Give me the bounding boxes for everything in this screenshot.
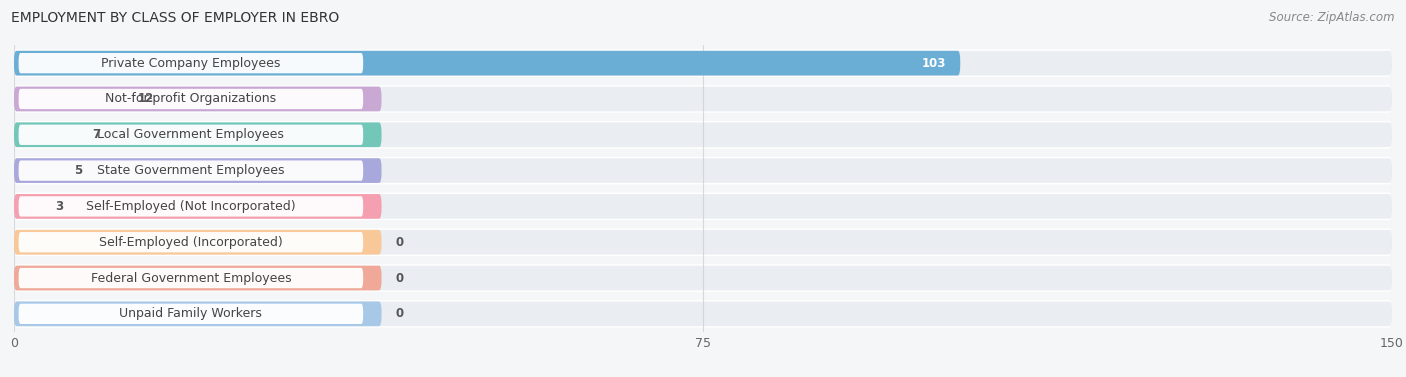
FancyBboxPatch shape bbox=[14, 266, 1392, 290]
FancyBboxPatch shape bbox=[14, 51, 1392, 75]
FancyBboxPatch shape bbox=[14, 157, 1392, 184]
Text: 7: 7 bbox=[93, 128, 100, 141]
FancyBboxPatch shape bbox=[18, 232, 363, 252]
FancyBboxPatch shape bbox=[14, 121, 1392, 149]
FancyBboxPatch shape bbox=[18, 125, 363, 145]
FancyBboxPatch shape bbox=[14, 158, 1392, 183]
FancyBboxPatch shape bbox=[14, 85, 1392, 113]
FancyBboxPatch shape bbox=[18, 268, 363, 288]
FancyBboxPatch shape bbox=[18, 304, 363, 324]
FancyBboxPatch shape bbox=[14, 230, 1392, 254]
FancyBboxPatch shape bbox=[14, 123, 381, 147]
FancyBboxPatch shape bbox=[14, 194, 1392, 219]
FancyBboxPatch shape bbox=[14, 228, 1392, 256]
FancyBboxPatch shape bbox=[18, 53, 363, 73]
FancyBboxPatch shape bbox=[18, 196, 363, 216]
Text: Source: ZipAtlas.com: Source: ZipAtlas.com bbox=[1270, 11, 1395, 24]
Text: Not-for-profit Organizations: Not-for-profit Organizations bbox=[105, 92, 277, 106]
FancyBboxPatch shape bbox=[14, 302, 381, 326]
Text: Federal Government Employees: Federal Government Employees bbox=[90, 271, 291, 285]
FancyBboxPatch shape bbox=[14, 230, 381, 254]
FancyBboxPatch shape bbox=[14, 49, 1392, 77]
FancyBboxPatch shape bbox=[14, 158, 381, 183]
Text: Local Government Employees: Local Government Employees bbox=[97, 128, 284, 141]
FancyBboxPatch shape bbox=[14, 87, 381, 111]
Text: Private Company Employees: Private Company Employees bbox=[101, 57, 281, 70]
FancyBboxPatch shape bbox=[14, 194, 381, 219]
FancyBboxPatch shape bbox=[18, 161, 363, 181]
FancyBboxPatch shape bbox=[14, 264, 1392, 292]
Text: Unpaid Family Workers: Unpaid Family Workers bbox=[120, 307, 263, 320]
Text: EMPLOYMENT BY CLASS OF EMPLOYER IN EBRO: EMPLOYMENT BY CLASS OF EMPLOYER IN EBRO bbox=[11, 11, 339, 25]
FancyBboxPatch shape bbox=[14, 123, 1392, 147]
FancyBboxPatch shape bbox=[14, 193, 1392, 220]
Text: 0: 0 bbox=[395, 236, 404, 249]
Text: Self-Employed (Incorporated): Self-Employed (Incorporated) bbox=[98, 236, 283, 249]
Text: Self-Employed (Not Incorporated): Self-Employed (Not Incorporated) bbox=[86, 200, 295, 213]
FancyBboxPatch shape bbox=[14, 87, 1392, 111]
FancyBboxPatch shape bbox=[14, 302, 1392, 326]
Text: State Government Employees: State Government Employees bbox=[97, 164, 284, 177]
Text: 5: 5 bbox=[73, 164, 82, 177]
Text: 0: 0 bbox=[395, 271, 404, 285]
Text: 3: 3 bbox=[55, 200, 63, 213]
Text: 0: 0 bbox=[395, 307, 404, 320]
FancyBboxPatch shape bbox=[14, 300, 1392, 328]
FancyBboxPatch shape bbox=[14, 266, 381, 290]
Text: 103: 103 bbox=[922, 57, 946, 70]
Text: 12: 12 bbox=[138, 92, 155, 106]
FancyBboxPatch shape bbox=[18, 89, 363, 109]
FancyBboxPatch shape bbox=[14, 51, 960, 75]
